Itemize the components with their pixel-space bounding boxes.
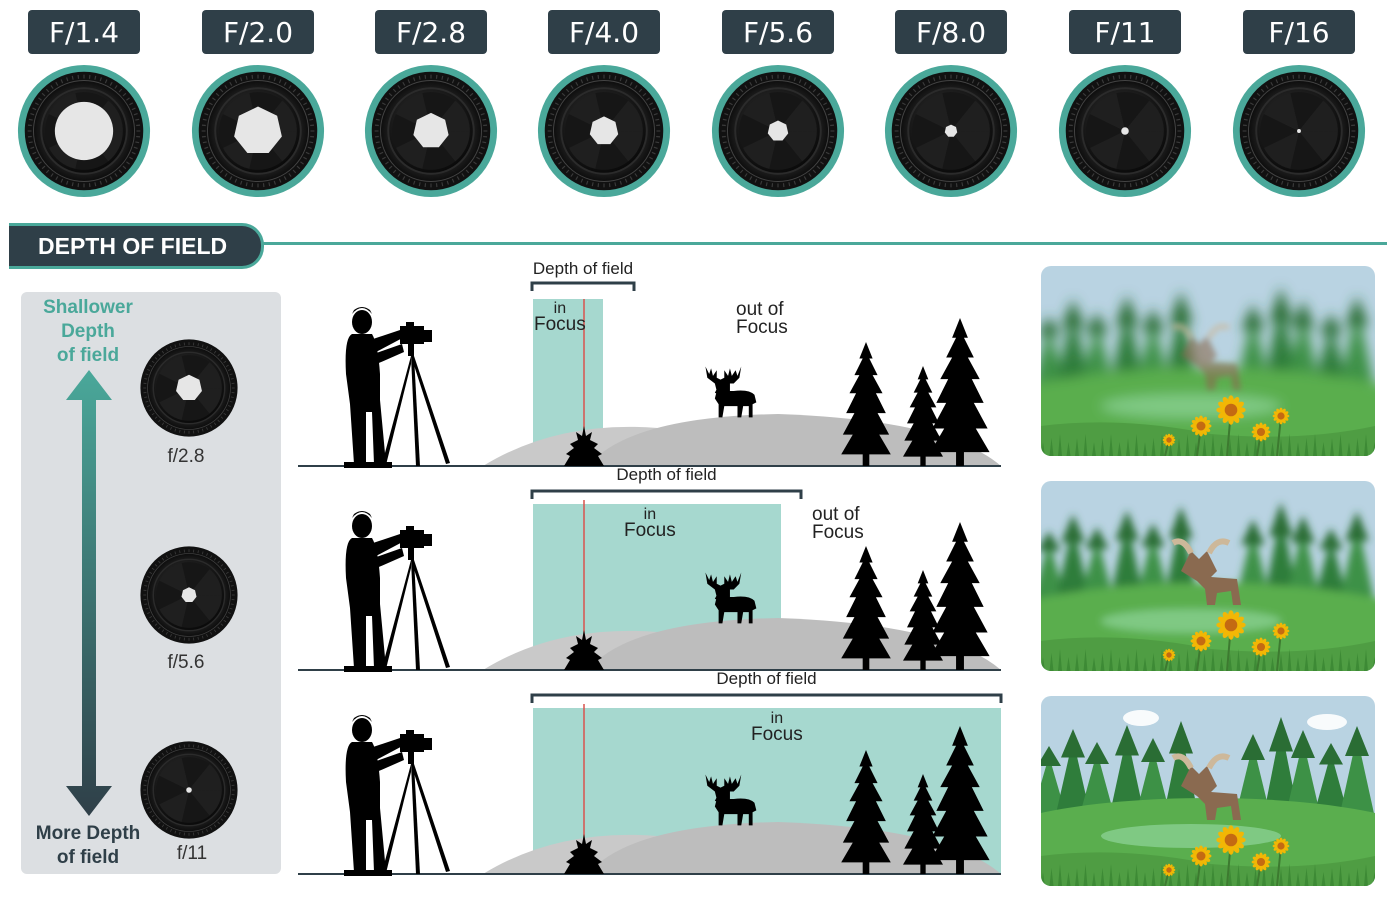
photographer-silhouette bbox=[344, 511, 450, 672]
aperture-lens-8 bbox=[1231, 63, 1367, 204]
in-focus-word-in: in bbox=[643, 506, 657, 523]
shallower-label-line1: Shallower bbox=[43, 297, 133, 318]
depth-arrow bbox=[66, 370, 112, 816]
out-of-focus-line2: Focus bbox=[736, 317, 788, 338]
scale-lens-3 bbox=[139, 740, 239, 845]
out-of-focus-label-1: out of Focus bbox=[736, 299, 788, 338]
dof-label-2: Depth of field bbox=[616, 465, 717, 484]
aperture-label-8: F/16 bbox=[1243, 10, 1355, 54]
in-focus-word-focus: Focus bbox=[534, 314, 586, 335]
aperture-lens-5 bbox=[710, 63, 846, 204]
scale-fnumber-2: f/5.6 bbox=[167, 652, 205, 673]
in-focus-word-focus: Focus bbox=[751, 724, 803, 745]
photographer-silhouette bbox=[344, 715, 450, 876]
dof-bracket bbox=[530, 693, 1003, 703]
pine-tree-3 bbox=[930, 318, 990, 466]
more-depth-label: More Depth of field bbox=[28, 822, 148, 870]
aperture-lens-1 bbox=[16, 63, 152, 204]
shallower-label: Shallower Depth of field bbox=[24, 296, 152, 368]
aperture-label-6: F/8.0 bbox=[895, 10, 1007, 54]
pine-tree-1 bbox=[841, 342, 891, 466]
aperture-label-5: F/5.6 bbox=[722, 10, 834, 54]
aperture-label-1: F/1.4 bbox=[28, 10, 140, 54]
out-of-focus-line1: out of bbox=[736, 299, 784, 320]
out-of-focus-line1: out of bbox=[812, 504, 860, 525]
scene-2 bbox=[298, 489, 1001, 672]
scale-lens-1 bbox=[139, 338, 239, 443]
example-photo-1 bbox=[1041, 266, 1375, 456]
more-depth-label-line2: of field bbox=[56, 847, 120, 868]
dof-label-1: Depth of field bbox=[532, 259, 634, 278]
hill-back bbox=[588, 618, 1001, 670]
moose-silhouette bbox=[705, 366, 757, 418]
out-of-focus-label-2: out of Focus bbox=[812, 504, 864, 543]
aperture-lens-7 bbox=[1057, 63, 1193, 204]
in-focus-label-1: in Focus bbox=[534, 300, 586, 335]
section-title: DEPTH OF FIELD bbox=[9, 223, 264, 269]
hill-back bbox=[588, 822, 1001, 874]
in-focus-label-2: in Focus bbox=[624, 506, 676, 541]
in-focus-word-focus: Focus bbox=[624, 520, 676, 541]
out-of-focus-line2: Focus bbox=[812, 522, 864, 543]
hill-back bbox=[588, 414, 1001, 466]
aperture-lens-4 bbox=[536, 63, 672, 204]
aperture-lens-3 bbox=[363, 63, 499, 204]
aperture-lens-6 bbox=[883, 63, 1019, 204]
dof-label-3: Depth of field bbox=[716, 669, 817, 688]
aperture-label-7: F/11 bbox=[1069, 10, 1181, 54]
in-focus-label-3: in Focus bbox=[751, 710, 803, 745]
example-photo-2 bbox=[1041, 481, 1375, 671]
example-photo-3 bbox=[1041, 696, 1375, 886]
in-focus-word-in: in bbox=[770, 710, 784, 727]
shallower-label-line2: Depth bbox=[61, 321, 115, 342]
scale-fnumber-1: f/2.8 bbox=[167, 446, 205, 467]
photographer-silhouette bbox=[344, 307, 450, 468]
scale-fnumber-3: f/11 bbox=[176, 843, 208, 864]
shallower-label-line3: of field bbox=[56, 345, 120, 366]
in-focus-word-in: in bbox=[553, 300, 567, 317]
pine-tree-3 bbox=[930, 522, 990, 670]
pine-tree-1 bbox=[841, 546, 891, 670]
aperture-label-4: F/4.0 bbox=[548, 10, 660, 54]
more-depth-label-line1: More Depth bbox=[35, 823, 141, 844]
aperture-lens-2 bbox=[190, 63, 326, 204]
section-divider-line bbox=[250, 242, 1387, 245]
scene-1 bbox=[298, 281, 1001, 468]
scale-lens-2 bbox=[139, 545, 239, 650]
scene-3 bbox=[298, 693, 1003, 876]
aperture-label-2: F/2.0 bbox=[202, 10, 314, 54]
dof-bracket bbox=[530, 281, 636, 291]
aperture-label-3: F/2.8 bbox=[375, 10, 487, 54]
dof-bracket bbox=[530, 489, 803, 499]
